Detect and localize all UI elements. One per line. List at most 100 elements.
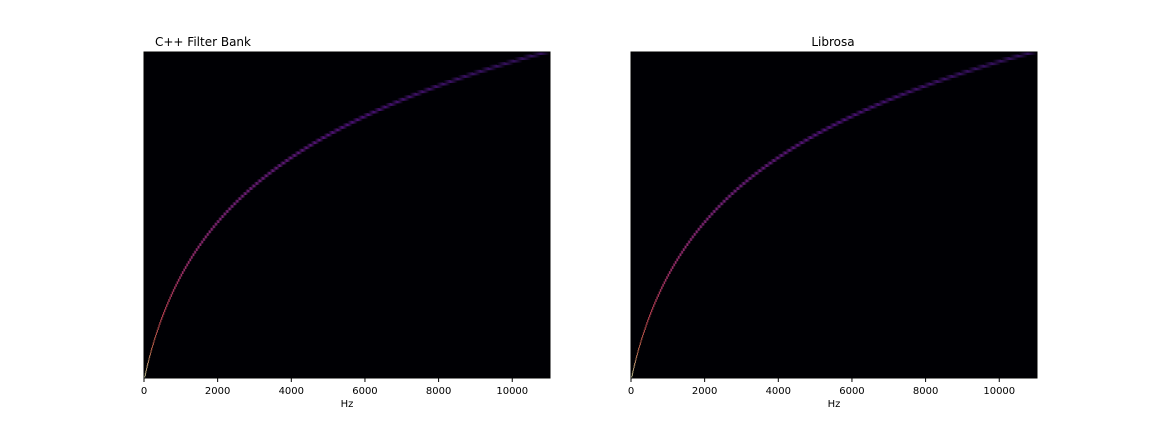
filter-band — [294, 151, 303, 155]
filter-band — [256, 179, 264, 183]
filter-band — [209, 227, 214, 231]
filter-band — [631, 372, 634, 376]
filter-band — [793, 143, 802, 147]
filter-band — [649, 311, 652, 315]
filter-band — [896, 92, 910, 96]
filter-band — [631, 375, 633, 379]
filter-band — [220, 215, 225, 218]
filter-band — [637, 349, 639, 353]
filter-band — [193, 250, 197, 254]
filter-band — [172, 288, 175, 292]
filter-bands — [631, 52, 1037, 379]
filter-band — [160, 316, 163, 320]
filter-band — [283, 158, 291, 162]
filter-band — [719, 202, 725, 206]
filter-band — [145, 370, 147, 374]
chart-title: Librosa — [811, 35, 854, 49]
filter-band — [397, 97, 410, 101]
filter-band — [729, 192, 736, 196]
filter-band — [409, 92, 423, 96]
filter-band — [743, 179, 751, 183]
filter-band — [651, 306, 654, 310]
filter-band — [709, 212, 715, 216]
filter-band — [198, 243, 203, 246]
filter-band — [644, 327, 646, 331]
filter-band — [638, 347, 640, 351]
filter-band — [781, 151, 790, 155]
mel-filterbank-heatmap: C++ Filter Bank 0 2000 4000 6000 8000 10000 H… — [141, 35, 551, 410]
filter-band — [207, 230, 212, 234]
filter-band — [211, 225, 216, 229]
filter-band — [190, 255, 194, 259]
filter-band — [668, 271, 672, 274]
filter-band — [689, 237, 693, 241]
filter-band — [690, 235, 695, 239]
filter-band — [1009, 54, 1028, 58]
filter-band — [298, 148, 307, 152]
x-axis-label: Hz — [341, 399, 354, 410]
filter-band — [149, 352, 152, 356]
filter-band — [659, 288, 662, 292]
filter-band — [652, 304, 655, 308]
filter-band — [890, 95, 904, 99]
filter-band — [385, 102, 398, 106]
x-tick-label: 8000 — [426, 386, 451, 397]
x-tick-label: 4000 — [766, 386, 791, 397]
filter-band — [179, 273, 183, 277]
filter-band — [352, 118, 363, 122]
filter-band — [641, 334, 644, 338]
filter-band — [202, 237, 206, 241]
filter-band — [505, 59, 523, 63]
filter-band — [245, 189, 251, 193]
filter-band — [314, 138, 324, 142]
filter-band — [878, 100, 891, 104]
filter-band — [218, 217, 223, 221]
filter-band — [171, 291, 174, 295]
filter-band — [766, 161, 774, 165]
filter-band — [158, 324, 160, 328]
filter-band — [633, 362, 636, 366]
filter-band — [234, 199, 240, 203]
filter-band — [224, 209, 230, 213]
filter-band — [643, 329, 646, 333]
plot-area — [630, 51, 1038, 379]
filter-band — [683, 245, 688, 249]
filter-band — [746, 176, 754, 180]
filter-band — [178, 276, 182, 280]
filter-band — [480, 67, 497, 71]
filter-band — [227, 207, 233, 211]
filter-band — [156, 329, 159, 333]
filter-band — [263, 174, 270, 178]
filter-band — [930, 80, 945, 83]
filter-band — [368, 110, 380, 114]
filter-band — [959, 69, 976, 73]
filter-band — [513, 57, 532, 61]
filter-band — [173, 286, 177, 290]
filter-band — [286, 156, 295, 160]
filter-band — [328, 130, 338, 134]
heatmap-background — [144, 52, 550, 378]
filter-band — [379, 105, 392, 109]
filter-band — [165, 304, 168, 308]
filter-band — [184, 265, 188, 269]
filter-band — [496, 62, 514, 66]
filter-band — [162, 311, 165, 315]
filter-band — [146, 362, 149, 366]
filter-band — [391, 100, 404, 104]
filter-band — [146, 365, 148, 369]
filter-band — [855, 110, 867, 114]
filter-band — [488, 64, 506, 68]
filter-band — [163, 309, 166, 313]
filter-band — [144, 375, 146, 379]
filter-band — [531, 52, 550, 55]
filter-band — [923, 82, 938, 86]
filter-band — [191, 253, 196, 257]
filter-band — [342, 123, 353, 127]
filter-band — [797, 141, 807, 145]
filter-band — [763, 164, 771, 168]
filter-band — [164, 306, 167, 310]
filter-band — [759, 166, 767, 170]
filter-band — [472, 69, 489, 73]
filter-band — [657, 293, 660, 297]
filter-band — [983, 62, 1001, 66]
